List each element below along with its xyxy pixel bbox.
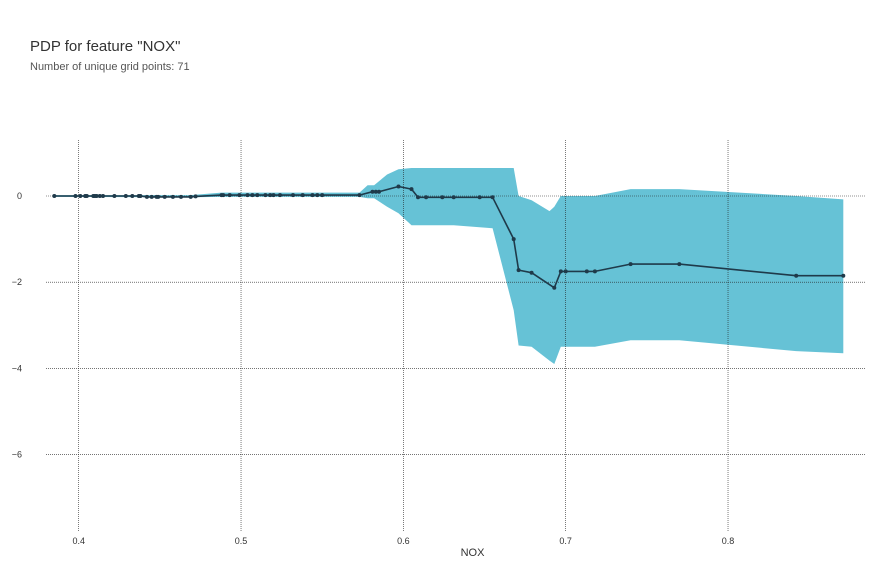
pdp-point <box>300 193 305 198</box>
pdp-point <box>193 194 198 199</box>
pdp-point <box>221 193 226 198</box>
pdp-point <box>78 194 83 198</box>
pdp-point <box>396 184 401 189</box>
pdp-point <box>271 193 276 198</box>
pdp-point <box>237 193 242 198</box>
pdp-point <box>130 194 135 198</box>
pdp-point <box>563 269 568 274</box>
pdp-point <box>409 187 414 192</box>
pdp-point <box>373 189 378 194</box>
pdp-point <box>97 194 102 198</box>
pdp-point <box>179 194 183 199</box>
pdp-point <box>278 193 282 198</box>
pdp-point <box>677 262 682 267</box>
pdp-point <box>451 195 456 200</box>
pdp-point <box>794 273 799 278</box>
pdp-point <box>490 195 495 200</box>
pdp-point <box>310 193 315 198</box>
x-axis-label: NOX <box>461 547 486 559</box>
pdp-point <box>315 193 320 198</box>
y-tick-label: −6 <box>12 449 22 459</box>
pdp-point <box>357 193 362 198</box>
pdp-point <box>188 194 193 199</box>
chart-title: PDP for feature "NOX" <box>30 38 181 55</box>
pdp-point <box>170 194 175 199</box>
x-tick-label: 0.4 <box>72 536 85 546</box>
pdp-point <box>268 193 273 198</box>
pdp-point <box>320 193 325 198</box>
y-tick-label: −2 <box>12 277 22 287</box>
pdp-point <box>552 285 557 290</box>
pdp-point <box>291 193 295 198</box>
pdp-point <box>144 194 149 199</box>
x-tick-label: 0.6 <box>397 536 410 546</box>
pdp-point <box>101 194 105 198</box>
x-tick-label: 0.8 <box>722 536 735 546</box>
x-tick-label: 0.5 <box>235 536 248 546</box>
pdp-point <box>529 270 534 275</box>
pdp-point <box>416 195 420 200</box>
pdp-point <box>255 193 260 198</box>
pdp-point <box>112 194 117 198</box>
pdp-line <box>54 185 844 289</box>
y-tick-label: 0 <box>17 191 22 201</box>
pdp-point <box>227 193 232 198</box>
y-tick-label: −4 <box>12 363 22 373</box>
pdp-point <box>52 194 57 198</box>
pdp-point <box>511 237 516 242</box>
pdp-point <box>94 194 99 198</box>
pdp-point <box>263 193 268 198</box>
confidence-band <box>54 168 844 364</box>
pdp-point <box>516 268 521 273</box>
pdp-point <box>584 269 589 274</box>
pdp-point <box>477 195 482 200</box>
x-tick-label: 0.7 <box>559 536 572 546</box>
pdp-point <box>138 194 143 198</box>
pdp-point <box>123 194 128 198</box>
pdp-point <box>841 273 846 278</box>
pdp-point <box>592 269 597 274</box>
pdp-point <box>84 194 89 198</box>
pdp-point <box>73 194 78 198</box>
pdp-point <box>370 189 375 194</box>
pdp-point <box>440 195 445 200</box>
pdp-point <box>424 195 429 200</box>
pdp-point <box>558 269 563 274</box>
pdp-point <box>250 193 255 198</box>
pdp-point <box>149 194 154 199</box>
pdp-point <box>156 194 161 199</box>
pdp-point <box>628 262 633 267</box>
pdp-point <box>245 193 250 198</box>
chart-subtitle: Number of unique grid points: 71 <box>30 61 190 73</box>
pdp-point <box>162 194 167 199</box>
pdp-point <box>377 189 381 194</box>
